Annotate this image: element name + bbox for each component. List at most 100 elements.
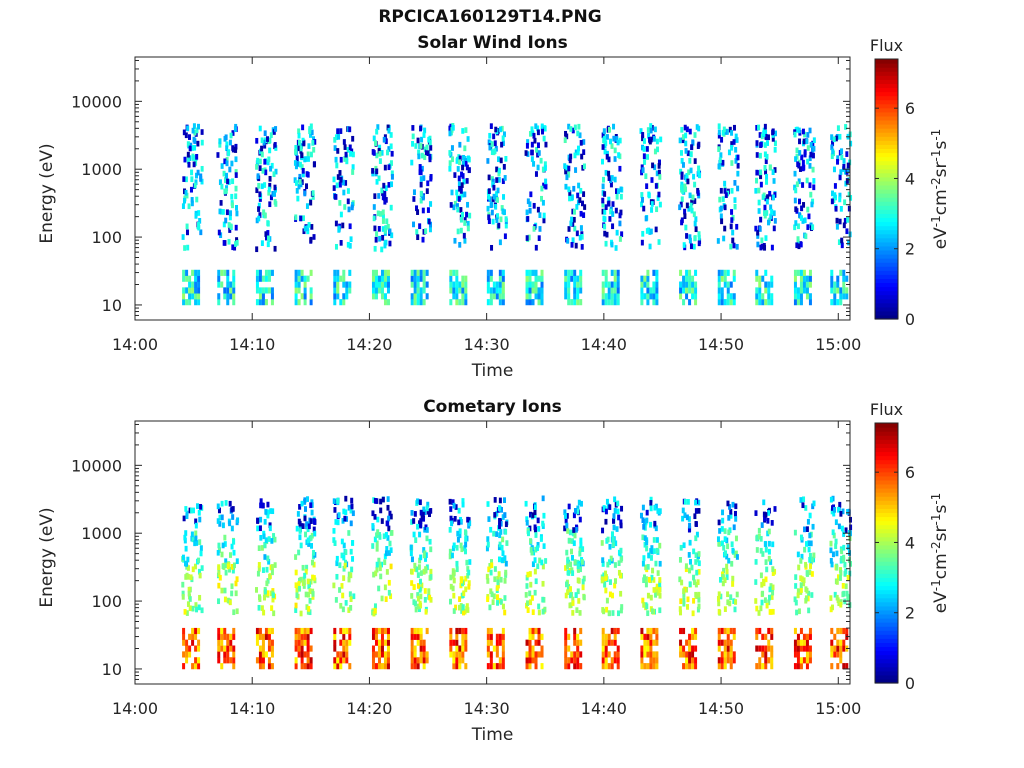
flux-cell xyxy=(504,521,508,528)
flux-cell xyxy=(726,299,730,306)
flux-cell xyxy=(732,657,736,664)
flux-cell xyxy=(194,522,198,529)
flux-cell xyxy=(186,244,190,251)
flux-cell xyxy=(297,627,301,635)
flux-cell xyxy=(194,530,198,537)
flux-cell xyxy=(339,240,343,246)
flux-cell xyxy=(448,125,452,132)
flux-cell xyxy=(543,165,547,171)
flux-cell xyxy=(381,214,385,220)
flux-cell xyxy=(344,600,348,606)
flux-cell xyxy=(303,293,307,300)
colorbar-segment xyxy=(875,67,898,72)
flux-cell xyxy=(382,533,386,540)
colorbar-segment xyxy=(875,221,898,227)
flux-cell xyxy=(571,208,575,215)
flux-cell xyxy=(604,508,608,515)
flux-cell xyxy=(333,639,337,646)
flux-cell xyxy=(200,565,204,571)
flux-cell xyxy=(767,510,771,516)
flux-cell xyxy=(415,566,419,573)
flux-cell xyxy=(649,657,653,664)
flux-cell xyxy=(655,651,659,658)
flux-cell xyxy=(732,275,736,282)
flux-cell xyxy=(464,627,468,635)
flux-cell xyxy=(837,239,841,246)
flux-cell xyxy=(688,567,692,574)
flux-cell xyxy=(267,645,271,652)
flux-cell xyxy=(491,181,495,188)
flux-cell xyxy=(652,548,656,554)
flux-cell xyxy=(756,229,760,236)
flux-cell xyxy=(533,524,537,531)
flux-cell xyxy=(461,191,465,198)
flux-cell xyxy=(797,608,801,615)
flux-cell xyxy=(734,550,738,557)
flux-cell xyxy=(303,515,307,522)
flux-cell xyxy=(422,663,426,670)
flux-cell xyxy=(797,159,801,166)
flux-cell xyxy=(493,512,497,518)
flux-cell xyxy=(486,627,490,635)
flux-cell xyxy=(804,233,808,240)
flux-cell xyxy=(417,153,421,160)
flux-cell xyxy=(461,164,465,171)
flux-cell xyxy=(829,595,833,601)
flux-cell xyxy=(336,663,340,670)
flux-cell xyxy=(682,299,686,306)
flux-cell xyxy=(186,601,190,607)
flux-cell xyxy=(802,577,806,584)
flux-cell xyxy=(504,155,508,162)
flux-cell xyxy=(537,235,541,241)
flux-cell xyxy=(811,166,815,173)
flux-cell xyxy=(410,299,414,306)
colorbar-segment xyxy=(875,245,898,251)
flux-cell xyxy=(189,142,193,149)
flux-cell xyxy=(311,591,315,597)
flux-cell xyxy=(648,243,652,250)
flux-cell xyxy=(273,536,277,543)
flux-cell xyxy=(658,592,662,599)
flux-cell xyxy=(418,600,422,607)
flux-cell xyxy=(568,157,572,164)
flux-cell xyxy=(721,196,725,202)
flux-cell xyxy=(224,562,228,569)
flux-cell xyxy=(232,633,236,640)
flux-cell xyxy=(236,517,240,524)
flux-cell xyxy=(312,575,316,581)
colorbar-segment xyxy=(875,581,898,587)
flux-cell xyxy=(845,178,849,184)
colorbar-label-part: sr xyxy=(931,161,951,177)
flux-cell xyxy=(303,651,307,658)
flux-cell xyxy=(770,520,774,526)
flux-cell xyxy=(219,200,223,206)
flux-cell xyxy=(422,651,426,658)
flux-cell xyxy=(187,161,191,168)
flux-cell xyxy=(429,144,433,151)
flux-cell xyxy=(223,651,227,658)
colorbar-segment xyxy=(875,71,898,76)
flux-cell xyxy=(640,164,644,171)
flux-cell xyxy=(756,233,760,239)
colorbar-segment xyxy=(875,233,898,239)
flux-cell xyxy=(684,566,688,573)
flux-cell xyxy=(730,187,734,194)
flux-cell xyxy=(461,645,465,652)
flux-cell xyxy=(333,137,337,143)
flux-cell xyxy=(348,591,352,598)
flux-cell xyxy=(694,281,698,288)
flux-cell xyxy=(498,269,502,276)
flux-cell xyxy=(610,293,614,300)
flux-cell xyxy=(191,145,195,151)
flux-cell xyxy=(374,275,378,282)
flux-cell xyxy=(757,610,761,616)
flux-cell xyxy=(188,145,192,152)
flux-cell xyxy=(309,132,313,138)
flux-cell xyxy=(797,198,801,205)
flux-cell xyxy=(263,130,267,137)
flux-cell xyxy=(806,206,810,213)
flux-cell xyxy=(806,224,810,230)
flux-cell xyxy=(576,293,580,300)
flux-cell xyxy=(380,633,384,640)
flux-cell xyxy=(723,299,727,306)
